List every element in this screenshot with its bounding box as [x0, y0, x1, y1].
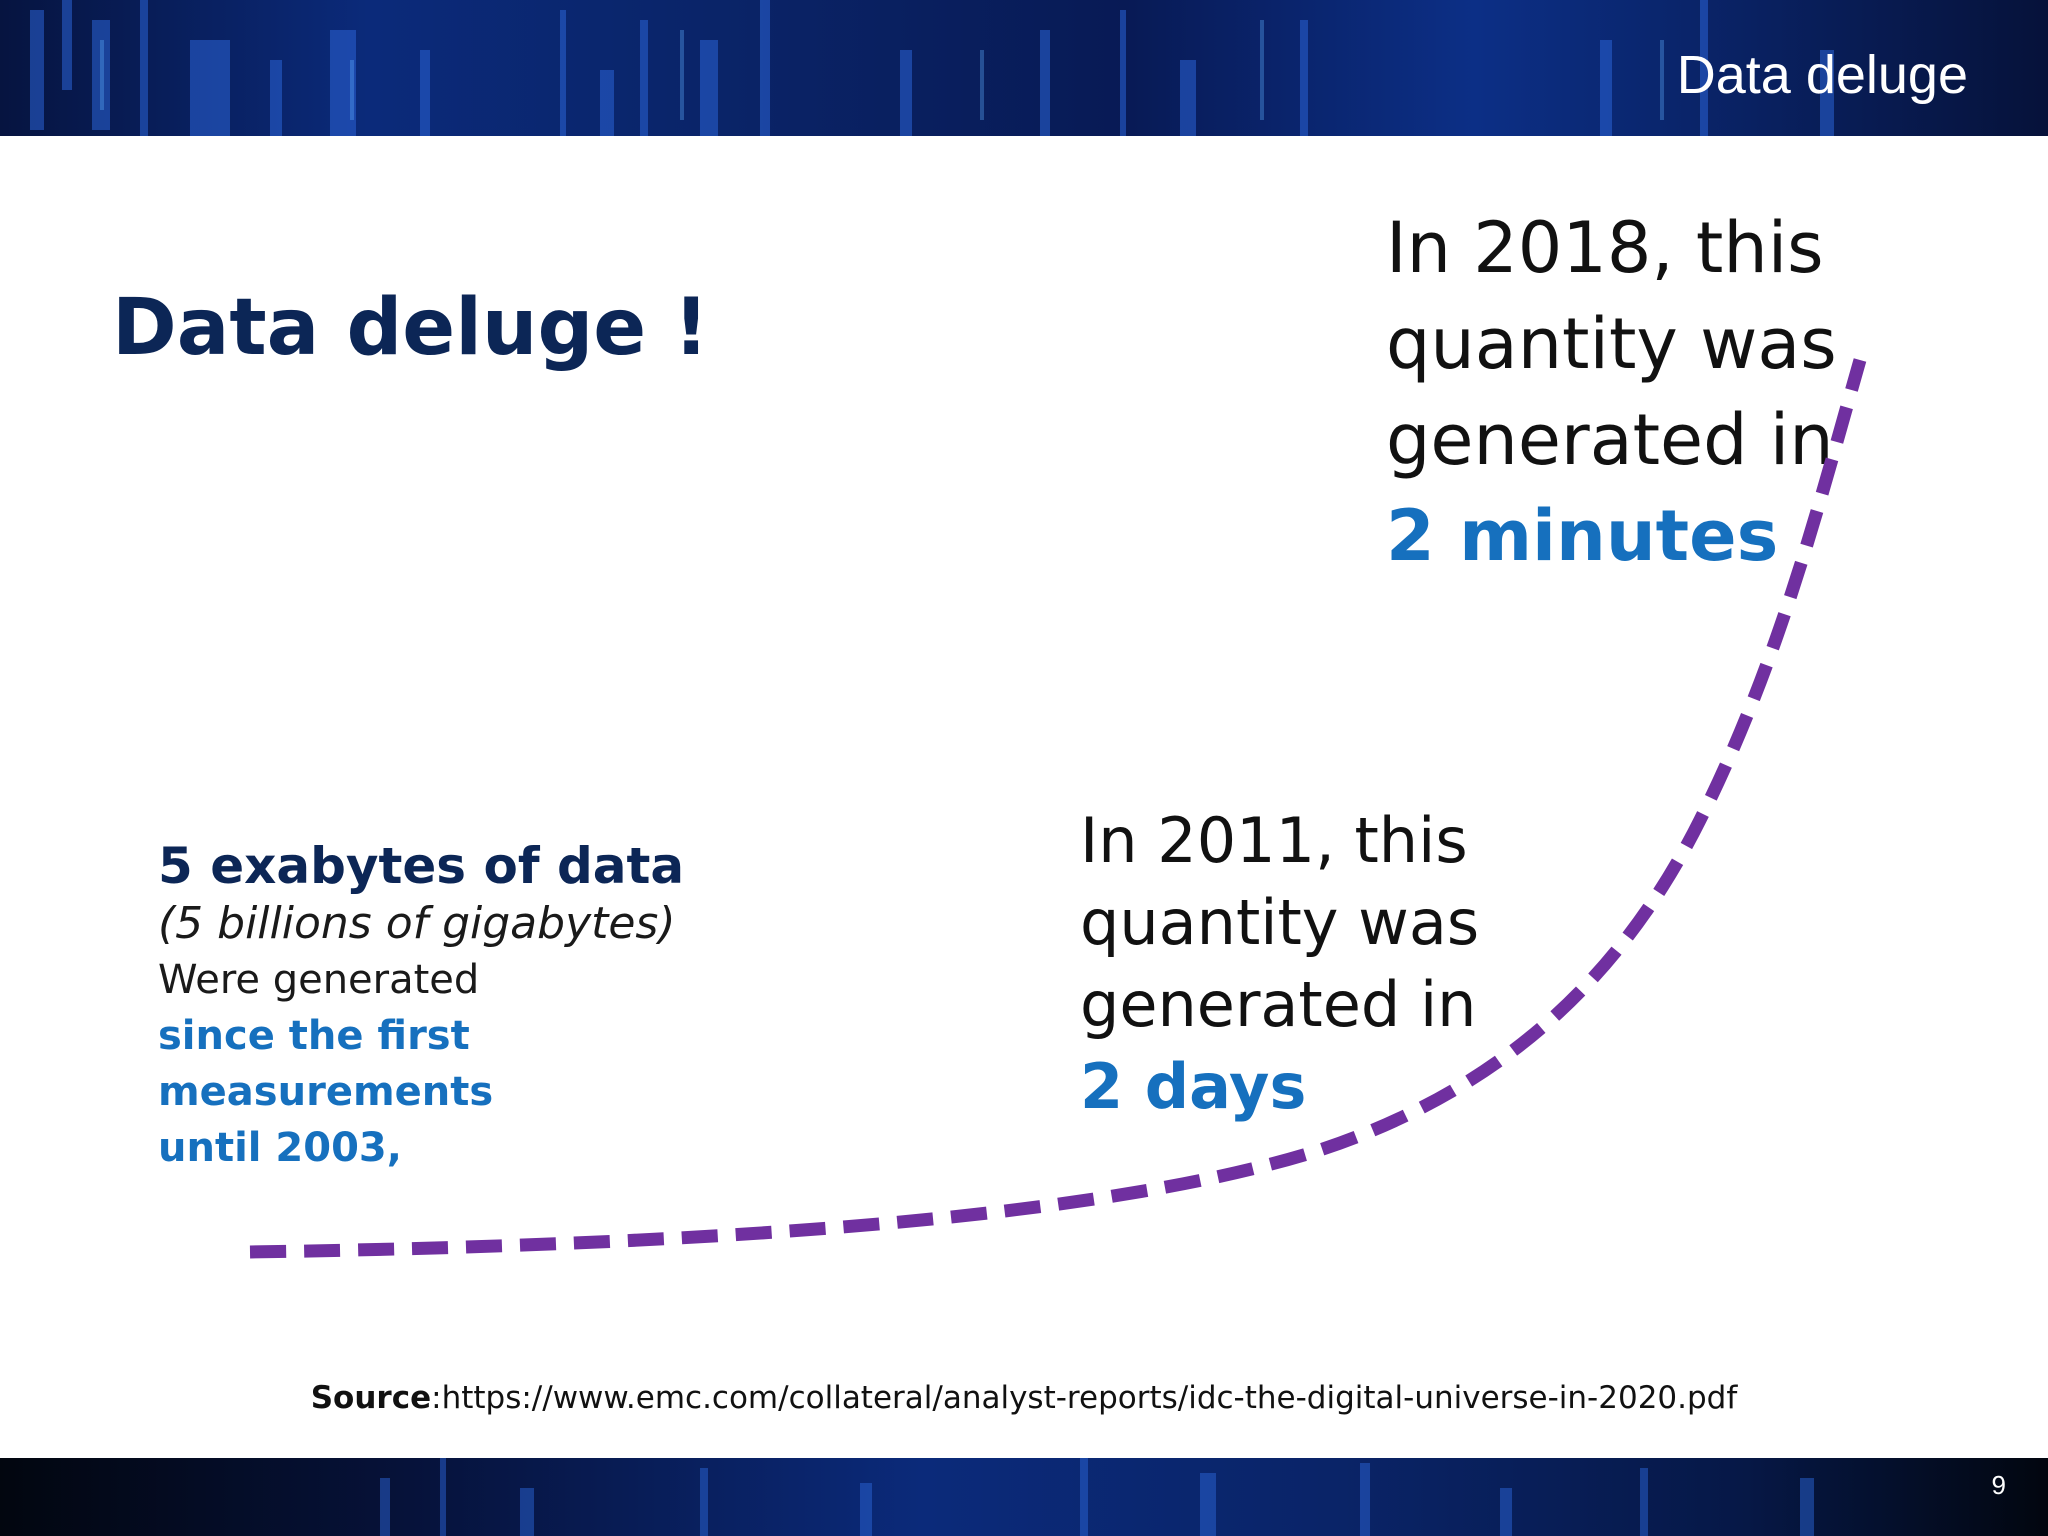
milestone-2011-line: generated in	[1080, 968, 1477, 1041]
milestone-2018-line: quantity was	[1386, 303, 1837, 385]
top-banner: Data deluge	[0, 0, 2048, 136]
milestone-2011-line: In 2011, this	[1080, 804, 1468, 877]
banner-decoration	[30, 0, 1834, 136]
baseline-period-line: measurements	[158, 1069, 494, 1115]
milestone-2011-duration: 2 days	[1080, 1050, 1307, 1123]
baseline-line: Were generated	[158, 957, 480, 1003]
bottom-banner	[0, 1458, 2048, 1536]
baseline-period-line: until 2003,	[158, 1125, 402, 1171]
source-label: Source	[310, 1380, 432, 1416]
milestone-2018-duration: 2 minutes	[1386, 495, 1779, 577]
milestone-2018: In 2018, this quantity was generated in …	[1386, 200, 1866, 584]
source-link[interactable]: :https://www.emc.com/collateral/analyst-…	[431, 1380, 1738, 1416]
milestone-2018-line: In 2018, this	[1386, 207, 1824, 289]
banner-title: Data deluge	[1676, 45, 1968, 105]
footer-decoration	[380, 1458, 1814, 1536]
baseline-period-line: since the first	[158, 1013, 470, 1059]
source-citation: Source:https://www.emc.com/collateral/an…	[0, 1380, 2048, 1416]
milestone-2011: In 2011, this quantity was generated in …	[1080, 800, 1560, 1128]
baseline-quantity-note: (5 billions of gigabytes)	[158, 898, 676, 949]
baseline-text-block: 5 exabytes of data (5 billions of gigaby…	[158, 836, 718, 1176]
milestone-2011-line: quantity was	[1080, 886, 1480, 959]
baseline-quantity: 5 exabytes of data	[158, 837, 685, 895]
page-number: 9	[1991, 1470, 2006, 1500]
page-title: Data deluge !	[112, 283, 709, 373]
milestone-2018-line: generated in	[1386, 399, 1834, 481]
